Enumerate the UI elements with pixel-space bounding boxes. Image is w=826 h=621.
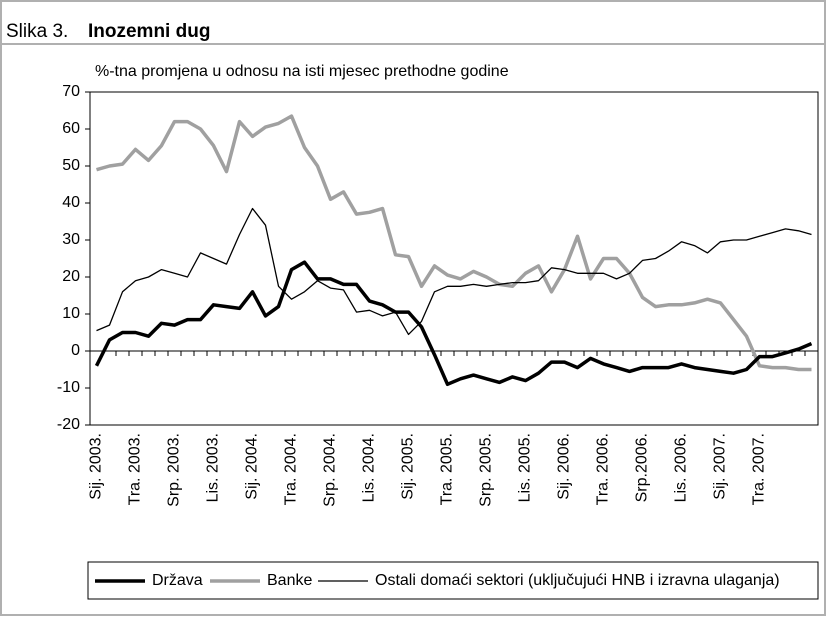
- series-line: [96, 114, 812, 372]
- y-tick-label: 30: [62, 231, 80, 248]
- x-tick-label: Lis. 2004.: [361, 433, 378, 502]
- subtitle: %-tna promjena u odnosu na isti mjesec p…: [95, 63, 509, 80]
- x-tick-label: Srp.2006.: [634, 433, 651, 502]
- x-tick-label: Sij. 2006.: [556, 433, 573, 500]
- y-tick-label: 50: [62, 157, 80, 174]
- x-tick-label: Sij. 2003.: [88, 433, 105, 500]
- y-tick-label: 20: [62, 268, 80, 285]
- y-tick-label: -10: [57, 379, 80, 396]
- y-tick-label: 60: [62, 120, 80, 137]
- x-tick-label: Tra. 2005.: [439, 433, 456, 505]
- x-tick-label: Tra. 2007.: [751, 433, 768, 505]
- x-tick-label: Lis. 2003.: [205, 433, 222, 502]
- y-tick-label: -20: [57, 416, 80, 433]
- x-tick-label: Sij. 2007.: [712, 433, 729, 500]
- chart-title: Inozemni dug: [88, 21, 210, 42]
- series-line: [96, 207, 812, 336]
- x-tick-label: Tra. 2003.: [127, 433, 144, 505]
- x-tick-label: Tra. 2004.: [283, 433, 300, 505]
- series-line: [94, 260, 813, 387]
- x-tick-label: Srp. 2004.: [322, 433, 339, 507]
- legend-label: Država: [152, 572, 203, 589]
- legend-label: Ostali domaći sektori (uključujući HNB i…: [375, 572, 780, 589]
- y-tick-label: 10: [62, 305, 80, 322]
- y-tick-label: 40: [62, 194, 80, 211]
- x-tick-label: Tra. 2006.: [595, 433, 612, 505]
- x-tick-label: Srp. 2005.: [478, 433, 495, 507]
- x-tick-label: Sij. 2004.: [244, 433, 261, 500]
- legend-box: [87, 561, 819, 600]
- figure-label: Slika 3.: [6, 21, 68, 42]
- x-tick-label: Lis. 2005.: [517, 433, 534, 502]
- x-tick-label: Lis. 2006.: [673, 433, 690, 502]
- x-tick-label: Sij. 2005.: [400, 433, 417, 500]
- x-tick-label: Srp. 2003.: [166, 433, 183, 507]
- legend-label: Banke: [267, 572, 312, 589]
- y-tick-label: 0: [71, 342, 80, 359]
- plot-area: [89, 91, 819, 426]
- y-tick-label: 70: [62, 83, 80, 100]
